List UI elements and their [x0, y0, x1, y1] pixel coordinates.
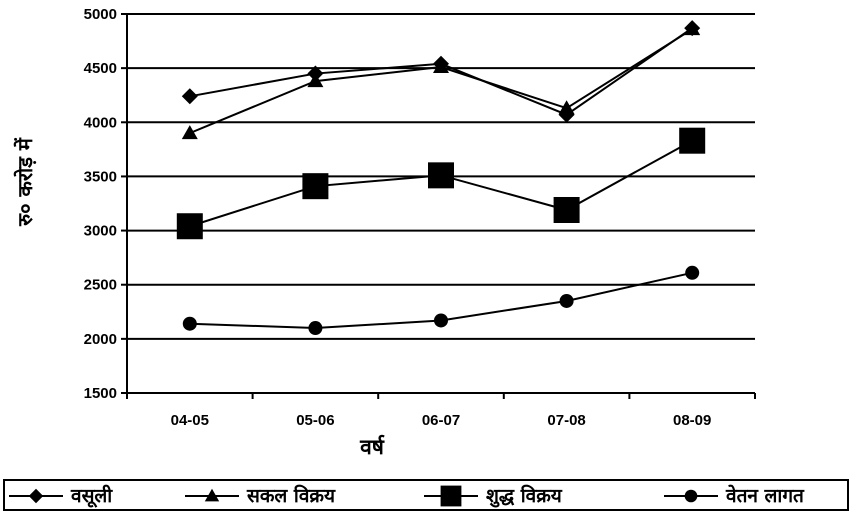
- y-tick-label: 4000: [84, 114, 117, 131]
- series-4: [182, 265, 700, 336]
- axes: [121, 13, 756, 399]
- y-tick-label: 3000: [84, 223, 117, 240]
- data-point: [181, 88, 198, 105]
- data-point: [176, 213, 203, 240]
- x-tick-label: 06-07: [422, 412, 460, 429]
- legend: वसूली सकल विक्रय शुद्ध विक्रय वेतन लागत: [3, 479, 849, 511]
- data-point: [679, 127, 706, 154]
- data-point: [685, 265, 700, 280]
- data-point: [308, 321, 323, 336]
- x-tick-labels: 04-05 05-06 06-07 07-08 08-09: [171, 412, 712, 429]
- y-tick-label: 5000: [84, 6, 117, 23]
- data-point: [204, 488, 220, 502]
- y-tick-label: 4500: [84, 60, 117, 77]
- data-point: [434, 313, 448, 328]
- data-point: [684, 489, 698, 503]
- data-point: [428, 162, 454, 189]
- y-tick-label: 1500: [84, 385, 117, 402]
- legend-label: वेतन लागत: [726, 485, 804, 507]
- data-point: [302, 173, 329, 200]
- data-point: [182, 316, 197, 331]
- x-tick-label: 08-09: [673, 412, 711, 429]
- legend-label: वसूली: [71, 485, 113, 507]
- legend-item: वसूली: [7, 483, 112, 509]
- x-tick-label: 05-06: [296, 412, 334, 429]
- data-point: [28, 488, 44, 504]
- series-3: [176, 127, 706, 240]
- y-tick-label: 2500: [84, 277, 117, 294]
- data-point: [553, 196, 580, 223]
- legend-swatch: [9, 488, 63, 504]
- legend-swatch: [424, 485, 478, 507]
- data-point: [181, 125, 198, 140]
- y-tick-labels: 1500 2000 2500 3000 3500 4000 4500 5000: [84, 6, 117, 402]
- legend-swatch: [185, 488, 239, 502]
- x-axis-title: वर्ष: [359, 434, 385, 459]
- data-point: [307, 73, 324, 88]
- data-point: [559, 293, 574, 308]
- line-chart: 1500 2000 2500 3000 3500 4000 4500 5000 04-05 05…: [13, 6, 756, 459]
- legend-label: सकल विक्रय: [247, 485, 336, 507]
- legend-item: शुद्ध विक्रय: [422, 483, 562, 509]
- series-2: [181, 21, 701, 140]
- series-lines: [176, 20, 706, 336]
- y-axis-title: रु० करोड़ में: [13, 137, 37, 227]
- data-point: [558, 100, 575, 115]
- data-point: [433, 59, 449, 74]
- data-point: [440, 485, 462, 507]
- legend-item: सकल विक्रय: [183, 483, 335, 509]
- x-tick-label: 04-05: [171, 412, 209, 429]
- y-tick-label: 3500: [84, 168, 117, 185]
- legend-swatch: [664, 489, 718, 503]
- data-point: [684, 21, 701, 36]
- legend-label: शुद्ध विक्रय: [486, 485, 562, 507]
- x-tick-label: 07-08: [547, 412, 585, 429]
- y-tick-label: 2000: [84, 331, 117, 348]
- legend-item: वेतन लागत: [662, 483, 804, 509]
